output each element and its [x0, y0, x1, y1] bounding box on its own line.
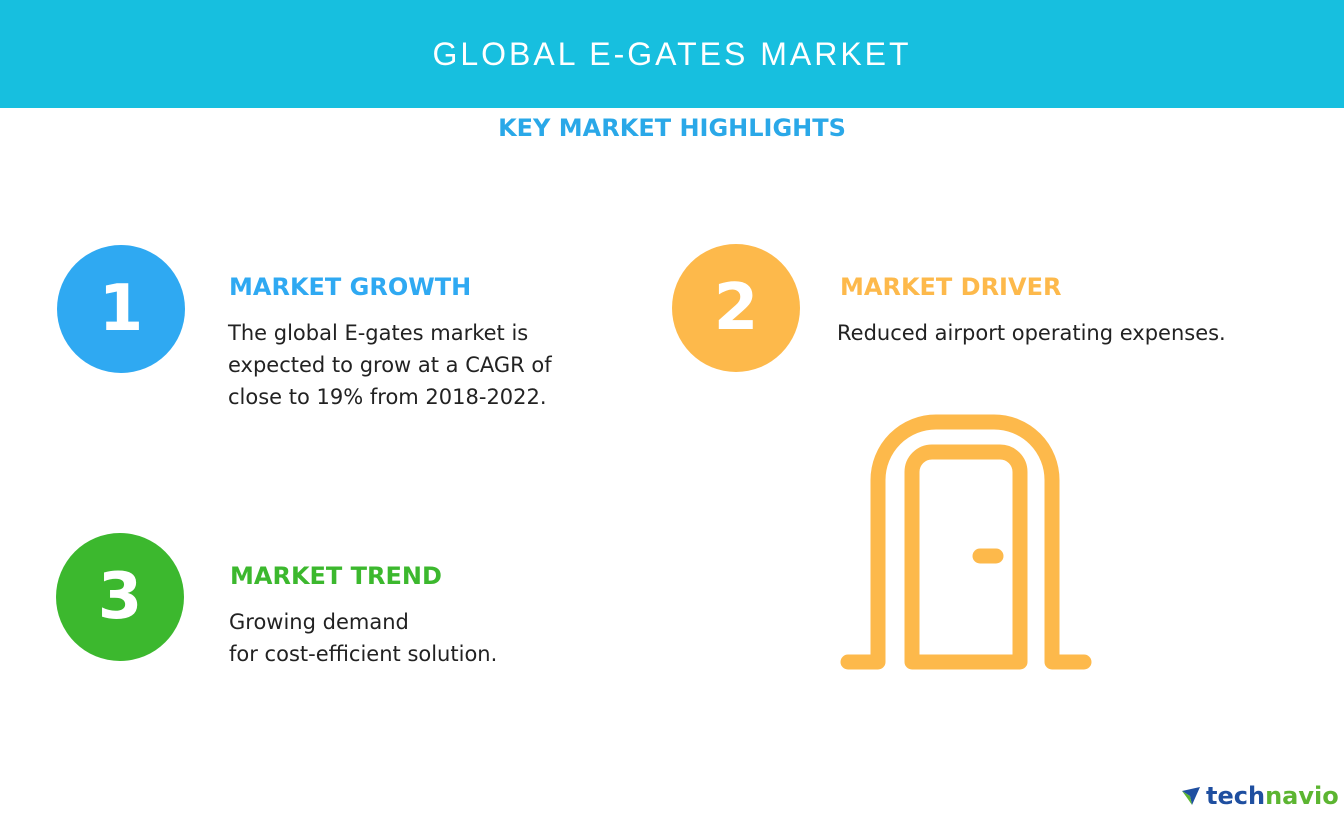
logo-text-navio: navio [1265, 782, 1339, 810]
logo-text-tech: tech [1206, 782, 1266, 810]
heading-market-driver: MARKET DRIVER [840, 273, 1062, 301]
number-badge-1: 1 [57, 245, 185, 373]
page-title: GLOBAL E-GATES MARKET [432, 35, 912, 72]
text-line: close to 19% from 2018-2022. [228, 385, 547, 409]
heading-market-trend: MARKET TREND [230, 562, 442, 590]
text-market-trend: Growing demand for cost-efficient soluti… [229, 606, 497, 670]
text-market-driver: Reduced airport operating expenses. [837, 317, 1226, 349]
title-banner: GLOBAL E-GATES MARKET [0, 0, 1344, 108]
subtitle: KEY MARKET HIGHLIGHTS [498, 114, 846, 142]
heading-market-growth: MARKET GROWTH [229, 273, 472, 301]
technavio-logo: tech navio [1180, 782, 1339, 810]
text-market-growth: The global E-gates market is expected to… [228, 317, 552, 413]
number-badge-3: 3 [56, 533, 184, 661]
text-line: for cost-efficient solution. [229, 642, 498, 666]
text-line: Reduced airport operating expenses. [837, 321, 1226, 345]
text-line: expected to grow at a CAGR of [228, 353, 552, 377]
text-line: Growing demand [229, 610, 409, 634]
number-badge-2: 2 [672, 244, 800, 372]
text-line: The global E-gates market is [228, 321, 529, 345]
logo-arrow-icon [1182, 787, 1200, 805]
